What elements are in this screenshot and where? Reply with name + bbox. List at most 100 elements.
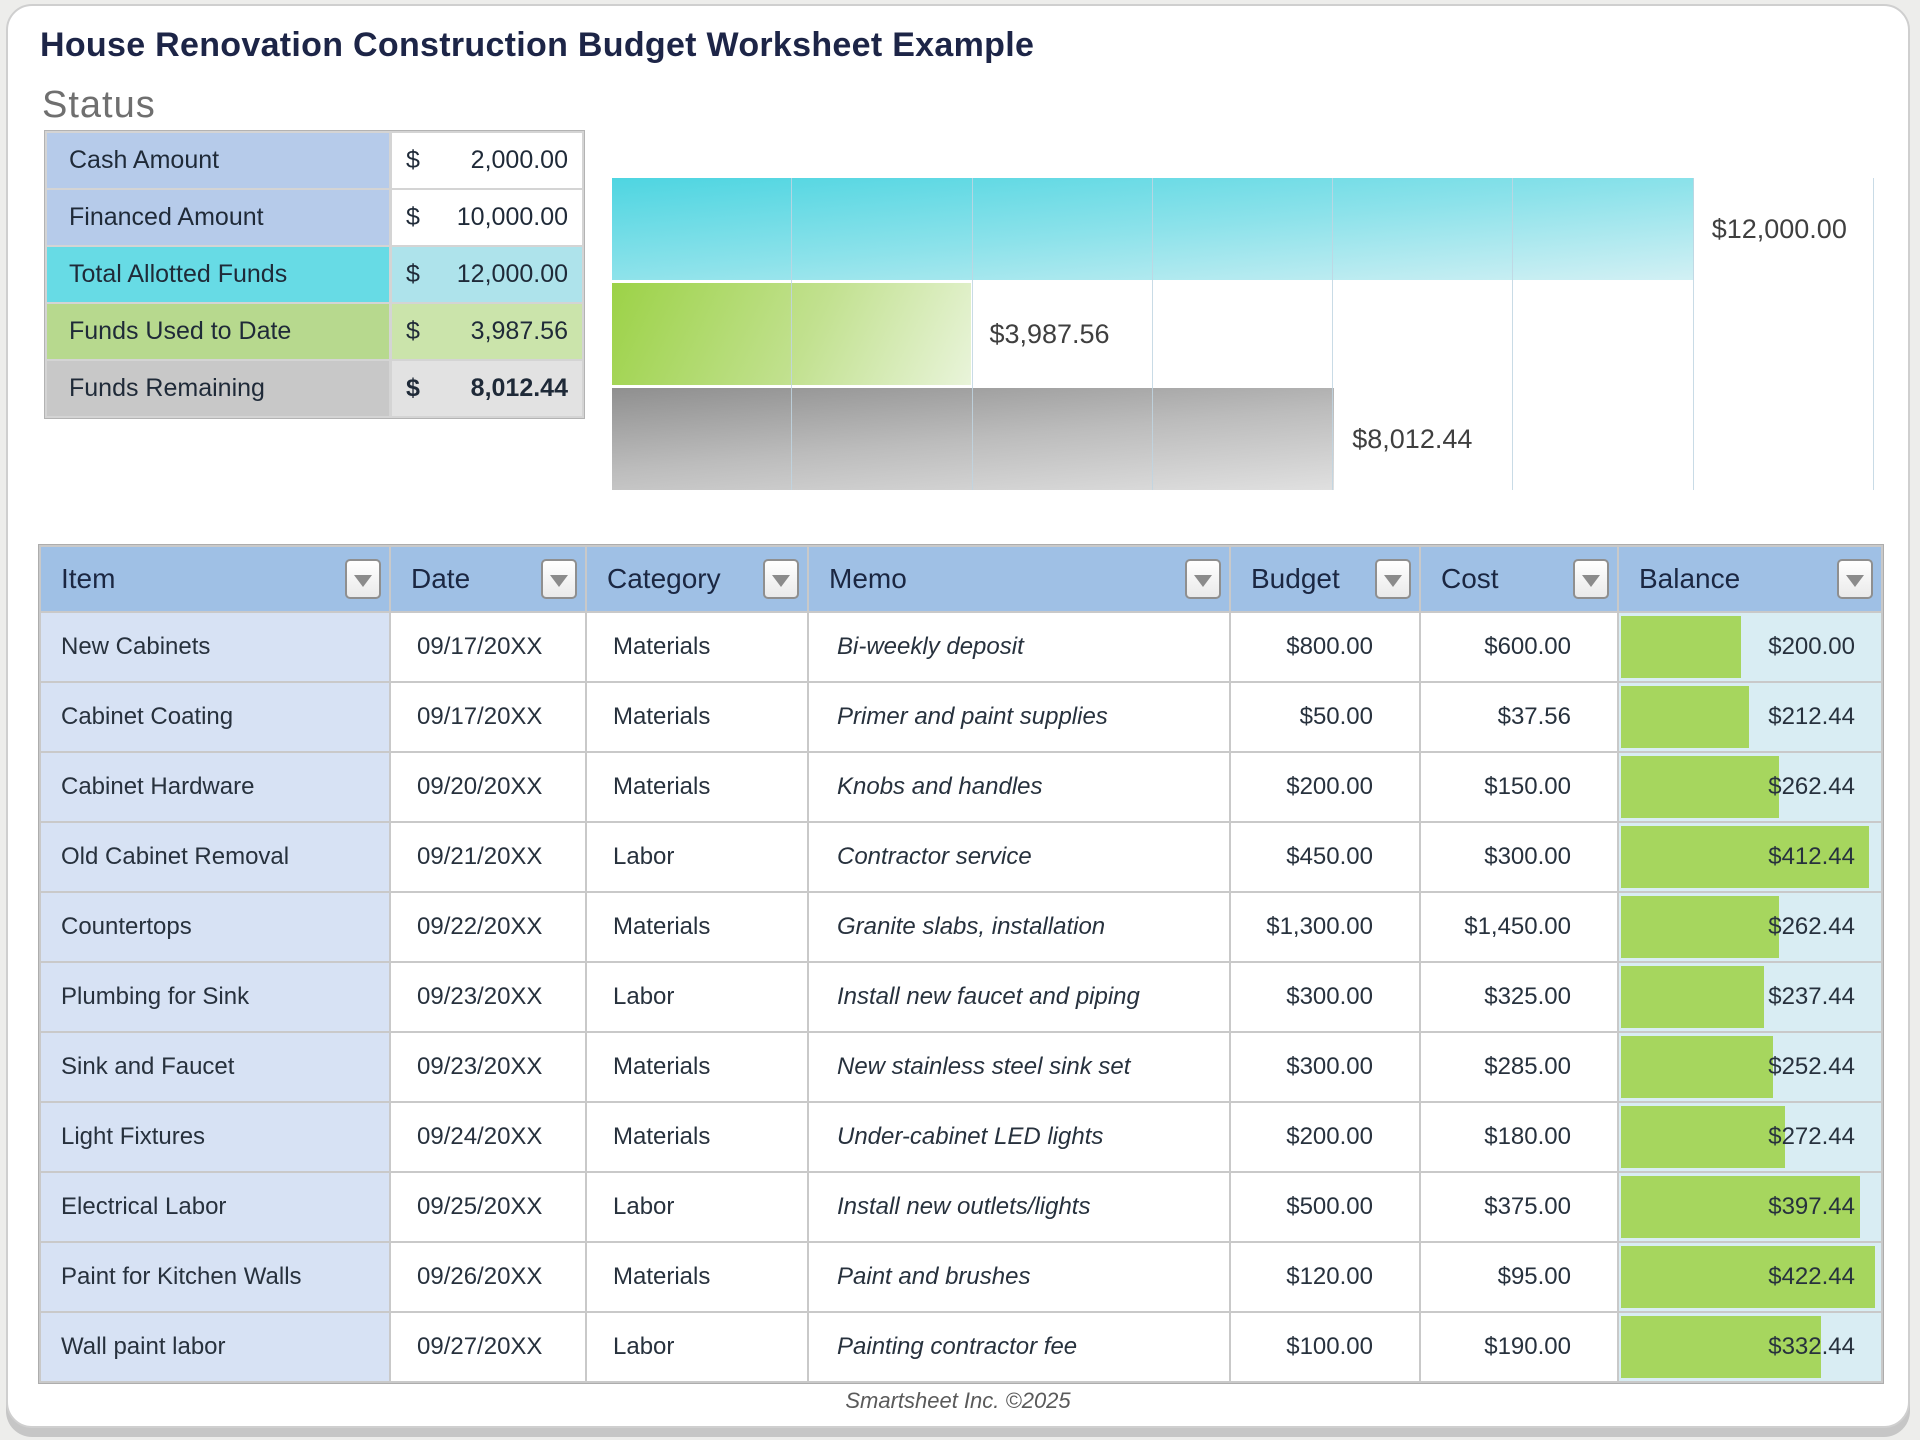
currency-symbol: $ — [406, 374, 420, 402]
cell-balance: $272.44 — [1619, 1103, 1881, 1171]
filter-button-budget[interactable] — [1375, 559, 1411, 599]
cell-budget: $300.00 — [1231, 963, 1419, 1031]
cell-budget: $100.00 — [1231, 1313, 1419, 1381]
currency-symbol: $ — [406, 317, 420, 345]
status-amount: 10,000.00 — [456, 203, 568, 231]
cell-category: Materials — [587, 1243, 807, 1311]
chevron-down-icon — [772, 574, 790, 587]
cell-item: Cabinet Coating — [41, 683, 389, 751]
cell-date: 09/21/20XX — [391, 823, 585, 891]
chart-row-total-allotted-funds: $12,000.00 — [612, 178, 1874, 280]
balance-data-bar — [1621, 826, 1870, 888]
cell-balance: $200.00 — [1619, 613, 1881, 681]
status-amount: 12,000.00 — [456, 260, 568, 288]
status-amount: 2,000.00 — [470, 146, 568, 174]
status-row-funds-remaining: Funds Remaining $8,012.44 — [47, 361, 582, 416]
chart-bar-label: $8,012.44 — [1352, 423, 1473, 454]
cell-date: 09/25/20XX — [391, 1173, 585, 1241]
cell-budget: $1,300.00 — [1231, 893, 1419, 961]
filter-button-category[interactable] — [763, 559, 799, 599]
status-table: Cash Amount $2,000.00 Financed Amount $10,0… — [44, 130, 585, 419]
balance-data-bar — [1621, 966, 1764, 1028]
balance-value: $212.44 — [1768, 703, 1855, 730]
chart-gridline — [1692, 178, 1694, 490]
cell-memo: Contractor service — [809, 823, 1229, 891]
chart-bar-label: $12,000.00 — [1711, 213, 1847, 244]
column-header-cost: Cost — [1421, 547, 1617, 611]
balance-value: $200.00 — [1768, 633, 1855, 660]
filter-button-item[interactable] — [345, 559, 381, 599]
table-row-new-cabinets: New Cabinets 09/17/20XX Materials Bi-weekly… — [41, 613, 1881, 681]
cell-memo: Bi-weekly deposit — [809, 613, 1229, 681]
chart-bar-label: $3,987.56 — [989, 318, 1110, 349]
column-header-balance: Balance — [1619, 547, 1881, 611]
cell-category: Labor — [587, 1173, 807, 1241]
funds-chart: $12,000.00 $3,987.56 $8,012.44 — [612, 178, 1874, 490]
column-header-label: Budget — [1251, 563, 1340, 594]
status-value: $3,987.56 — [392, 304, 582, 359]
page-title: House Renovation Construction Budget Wor… — [40, 26, 1035, 64]
status-label: Funds Used to Date — [47, 304, 389, 359]
cell-date: 09/26/20XX — [391, 1243, 585, 1311]
cell-budget: $50.00 — [1231, 683, 1419, 751]
cell-memo: Under-cabinet LED lights — [809, 1103, 1229, 1171]
footer-credit: Smartsheet Inc. ©2025 — [845, 1388, 1071, 1413]
balance-data-bar — [1621, 686, 1749, 748]
cell-date: 09/17/20XX — [391, 683, 585, 751]
cell-category: Labor — [587, 963, 807, 1031]
table-row-wall-paint-labor: Wall paint labor 09/27/20XX Labor Painting … — [41, 1313, 1881, 1381]
cell-item: New Cabinets — [41, 613, 389, 681]
cell-balance: $422.44 — [1619, 1243, 1881, 1311]
chart-row-funds-remaining: $8,012.44 — [612, 388, 1874, 490]
column-header-item: Item — [41, 547, 389, 611]
page-card: House Renovation Construction Budget Wor… — [6, 4, 1910, 1428]
chart-gridline — [1151, 178, 1153, 490]
cell-cost: $180.00 — [1421, 1103, 1617, 1171]
chart-gridline — [1512, 178, 1514, 490]
cell-item: Electrical Labor — [41, 1173, 389, 1241]
cell-item: Cabinet Hardware — [41, 753, 389, 821]
column-header-label: Item — [61, 563, 116, 594]
status-label: Cash Amount — [47, 133, 389, 188]
filter-button-balance[interactable] — [1837, 559, 1873, 599]
cell-cost: $37.56 — [1421, 683, 1617, 751]
currency-symbol: $ — [406, 146, 420, 174]
budget-table-header: Item Date Category Memo Budget Cost Balance — [41, 547, 1881, 611]
status-amount: 8,012.44 — [470, 374, 568, 402]
chart-gridline — [971, 178, 973, 490]
cell-balance: $212.44 — [1619, 683, 1881, 751]
status-label: Funds Remaining — [47, 361, 389, 416]
status-row-funds-used-to-date: Funds Used to Date $3,987.56 — [47, 304, 582, 359]
cell-balance: $397.44 — [1619, 1173, 1881, 1241]
column-header-date: Date — [391, 547, 585, 611]
cell-date: 09/17/20XX — [391, 613, 585, 681]
cell-budget: $200.00 — [1231, 1103, 1419, 1171]
cell-cost: $285.00 — [1421, 1033, 1617, 1101]
column-header-label: Category — [607, 563, 721, 594]
currency-symbol: $ — [406, 203, 420, 231]
balance-data-bar — [1621, 1176, 1861, 1238]
balance-value: $252.44 — [1768, 1053, 1855, 1080]
balance-value: $412.44 — [1768, 843, 1855, 870]
cell-budget: $200.00 — [1231, 753, 1419, 821]
filter-button-cost[interactable] — [1573, 559, 1609, 599]
status-value: $12,000.00 — [392, 247, 582, 302]
status-heading: Status — [42, 84, 156, 126]
cell-category: Materials — [587, 613, 807, 681]
budget-table: Item Date Category Memo Budget Cost Balance New… — [38, 544, 1884, 1384]
cell-budget: $500.00 — [1231, 1173, 1419, 1241]
cell-balance: $332.44 — [1619, 1313, 1881, 1381]
balance-value: $422.44 — [1768, 1263, 1855, 1290]
cell-date: 09/20/20XX — [391, 753, 585, 821]
column-header-budget: Budget — [1231, 547, 1419, 611]
cell-category: Labor — [587, 1313, 807, 1381]
status-value: $10,000.00 — [392, 190, 582, 245]
cell-memo: New stainless steel sink set — [809, 1033, 1229, 1101]
balance-value: $397.44 — [1768, 1193, 1855, 1220]
cell-memo: Granite slabs, installation — [809, 893, 1229, 961]
filter-button-date[interactable] — [541, 559, 577, 599]
cell-cost: $150.00 — [1421, 753, 1617, 821]
cell-budget: $120.00 — [1231, 1243, 1419, 1311]
filter-button-memo[interactable] — [1185, 559, 1221, 599]
balance-value: $332.44 — [1768, 1333, 1855, 1360]
